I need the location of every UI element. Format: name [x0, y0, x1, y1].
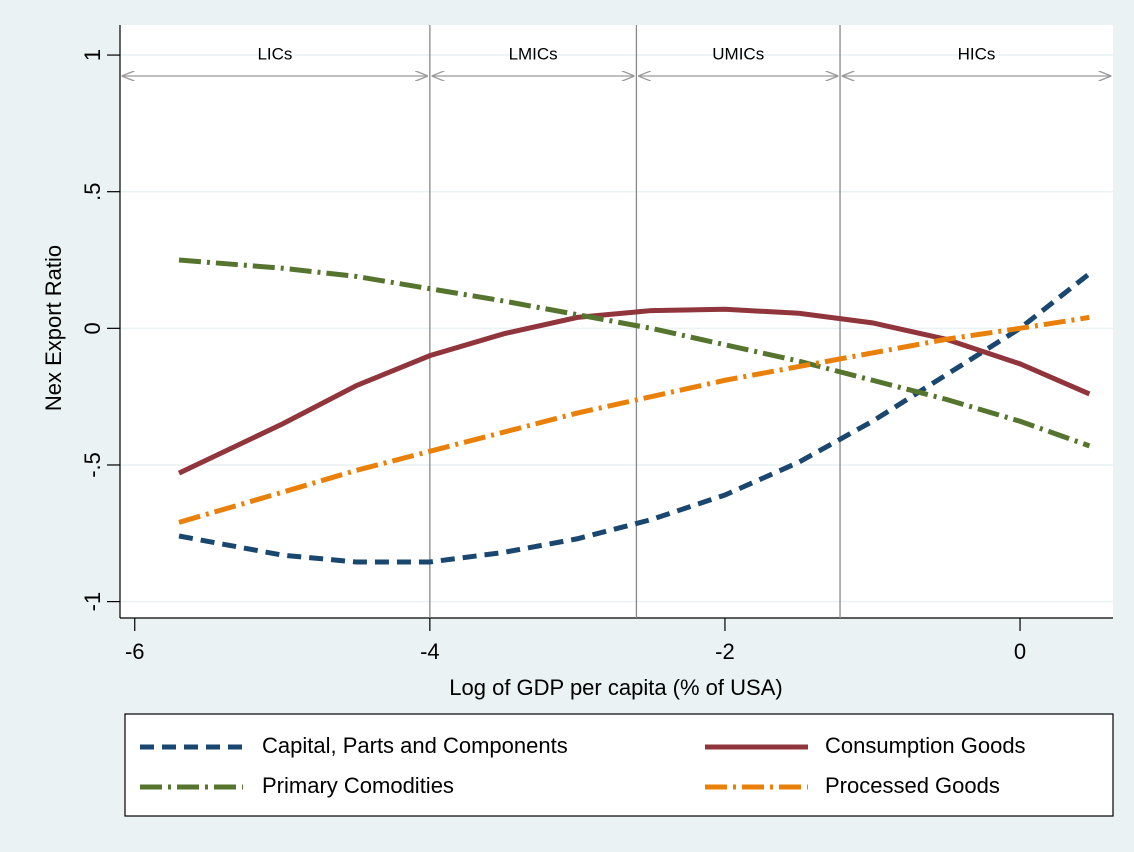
- legend-label: Consumption Goods: [825, 733, 1026, 758]
- y-tick-label: .5: [80, 183, 105, 201]
- y-tick-label: 0: [80, 322, 105, 334]
- region-label: UMICs: [712, 44, 764, 63]
- plot-area: [120, 25, 1113, 618]
- x-tick-label: -2: [715, 639, 735, 664]
- series-line: [178, 314, 1090, 525]
- y-tick-label: -.5: [80, 452, 105, 478]
- y-tick-label: -1: [80, 592, 105, 612]
- x-tick-label: -4: [420, 639, 440, 664]
- region-label: LMICs: [509, 44, 558, 63]
- region-label: HICs: [958, 44, 996, 63]
- y-tick-label: 1: [80, 49, 105, 61]
- legend-label: Processed Goods: [825, 773, 1000, 798]
- region-label: LICs: [257, 44, 292, 63]
- y-axis-title: Nex Export Ratio: [41, 245, 66, 411]
- series-line: [178, 271, 1091, 565]
- series-line: [178, 257, 1091, 449]
- x-tick-label: 0: [1014, 639, 1026, 664]
- x-axis-title: Log of GDP per capita (% of USA): [449, 675, 782, 700]
- legend-label: Primary Comodities: [262, 773, 454, 798]
- legend-box: [124, 713, 1114, 817]
- x-tick-label: -6: [125, 639, 145, 664]
- legend-label: Capital, Parts and Components: [262, 733, 568, 758]
